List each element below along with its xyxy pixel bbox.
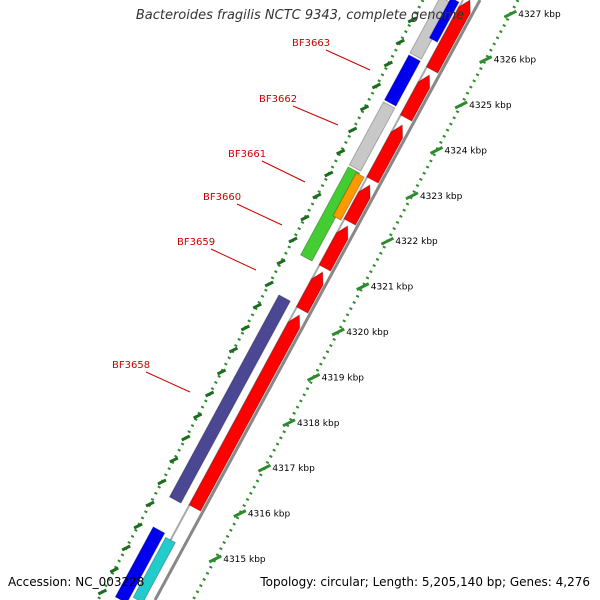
scale-tick xyxy=(257,463,272,473)
scale-label: 4323 kbp xyxy=(420,192,463,202)
scale-label: 4316 kbp xyxy=(248,510,291,520)
gene-bf3661-orange xyxy=(332,172,365,221)
scale-label: 4321 kbp xyxy=(371,283,414,293)
outer-ruler-tick xyxy=(312,192,322,200)
scale-label: 4315 kbp xyxy=(223,555,266,565)
scale-label: 4317 kbp xyxy=(272,464,315,474)
outer-ruler-tick xyxy=(133,522,143,530)
outer-ruler-tick xyxy=(359,104,370,112)
outer-ruler-tick xyxy=(371,82,382,90)
outer-dotted-ruler xyxy=(96,0,425,600)
gene-leader-line xyxy=(292,105,339,126)
gene-label-bf3658: BF3658 xyxy=(112,360,150,371)
forward-gene-block xyxy=(318,225,349,272)
scale-label: 4324 kbp xyxy=(445,146,488,156)
scale-label: 4320 kbp xyxy=(346,328,389,338)
scale-tick xyxy=(454,100,468,110)
outer-ruler-tick xyxy=(395,38,405,46)
scale-label: 4319 kbp xyxy=(322,373,365,383)
outer-ruler-tick xyxy=(336,148,346,156)
scale-tick xyxy=(503,9,517,19)
outer-ruler-tick xyxy=(347,126,358,134)
gene-bf3660 xyxy=(299,166,361,262)
outer-ruler-tick xyxy=(288,236,298,244)
scale-tick xyxy=(380,236,395,246)
outer-ruler-tick xyxy=(157,478,167,486)
scale-tick xyxy=(208,554,222,564)
gene-label-bf3661: BF3661 xyxy=(228,149,266,160)
gene-bf3662 xyxy=(348,101,396,172)
outer-ruler-tick xyxy=(252,302,262,310)
scale-tick xyxy=(405,191,419,201)
outer-ruler-tick xyxy=(407,16,417,24)
outer-ruler-tick xyxy=(240,324,251,332)
scale-tick xyxy=(331,327,345,337)
outer-ruler-tick xyxy=(109,566,119,574)
outer-ruler-tick xyxy=(383,60,394,68)
outer-ruler-tick xyxy=(169,456,179,464)
gene-leader-line xyxy=(145,371,191,393)
scale-label: 4318 kbp xyxy=(297,419,340,429)
forward-gene-block xyxy=(188,314,301,512)
forward-gene-block xyxy=(366,124,404,184)
scale-tick xyxy=(479,55,493,64)
gene-block-blue-bottom xyxy=(114,526,166,600)
gene-leader-line xyxy=(236,203,283,226)
outer-ruler-tick xyxy=(204,390,215,398)
gene-label-bf3660: BF3660 xyxy=(203,192,241,203)
scale-tick xyxy=(356,282,370,291)
scale-tick xyxy=(233,509,247,518)
gene-leader-line xyxy=(261,160,306,183)
accession-text: Accession: NC_003228 xyxy=(8,575,145,589)
outer-ruler-tick xyxy=(121,544,131,552)
outer-ruler-tick xyxy=(193,412,203,420)
outer-ruler-tick xyxy=(264,280,274,288)
scale-label: 4327 kbp xyxy=(518,10,561,20)
scale-label: 4325 kbp xyxy=(469,101,512,111)
gene-block-blue xyxy=(428,0,460,43)
scale-label: 4322 kbp xyxy=(395,237,438,247)
outer-ruler-tick xyxy=(324,170,334,178)
gene-label-bf3662: BF3662 xyxy=(259,94,297,105)
outer-ruler-tick xyxy=(97,588,108,596)
gene-label-bf3663: BF3663 xyxy=(292,38,330,49)
forward-gene-block xyxy=(399,74,431,122)
gene-block-cyan xyxy=(132,536,177,600)
map-title: Bacteroides fragilis NCTC 9343, complete… xyxy=(135,8,465,23)
gene-leader-line xyxy=(325,49,371,71)
genome-summary-text: Topology: circular; Length: 5,205,140 bp… xyxy=(260,575,590,589)
outer-ruler-tick xyxy=(228,346,239,354)
outer-ruler-tick xyxy=(216,368,227,376)
scale-label: 4326 kbp xyxy=(494,56,537,66)
scale-dotted-ruler xyxy=(191,0,520,600)
outer-ruler-tick xyxy=(181,434,191,442)
scale-tick xyxy=(429,146,444,155)
forward-backbone xyxy=(153,0,482,600)
forward-gene-block xyxy=(425,0,471,74)
gene-bf3658 xyxy=(168,294,291,504)
scale-tick xyxy=(282,418,296,428)
outer-ruler-tick xyxy=(300,214,310,222)
gene-label-bf3659: BF3659 xyxy=(177,237,215,248)
outer-ruler-tick xyxy=(276,258,286,266)
scale-tick xyxy=(306,373,321,382)
forward-gene-block xyxy=(343,184,371,226)
gene-bf3663 xyxy=(383,54,421,107)
forward-gene-block xyxy=(295,271,324,314)
gene-leader-line xyxy=(210,248,257,271)
outer-ruler-tick xyxy=(145,500,155,508)
